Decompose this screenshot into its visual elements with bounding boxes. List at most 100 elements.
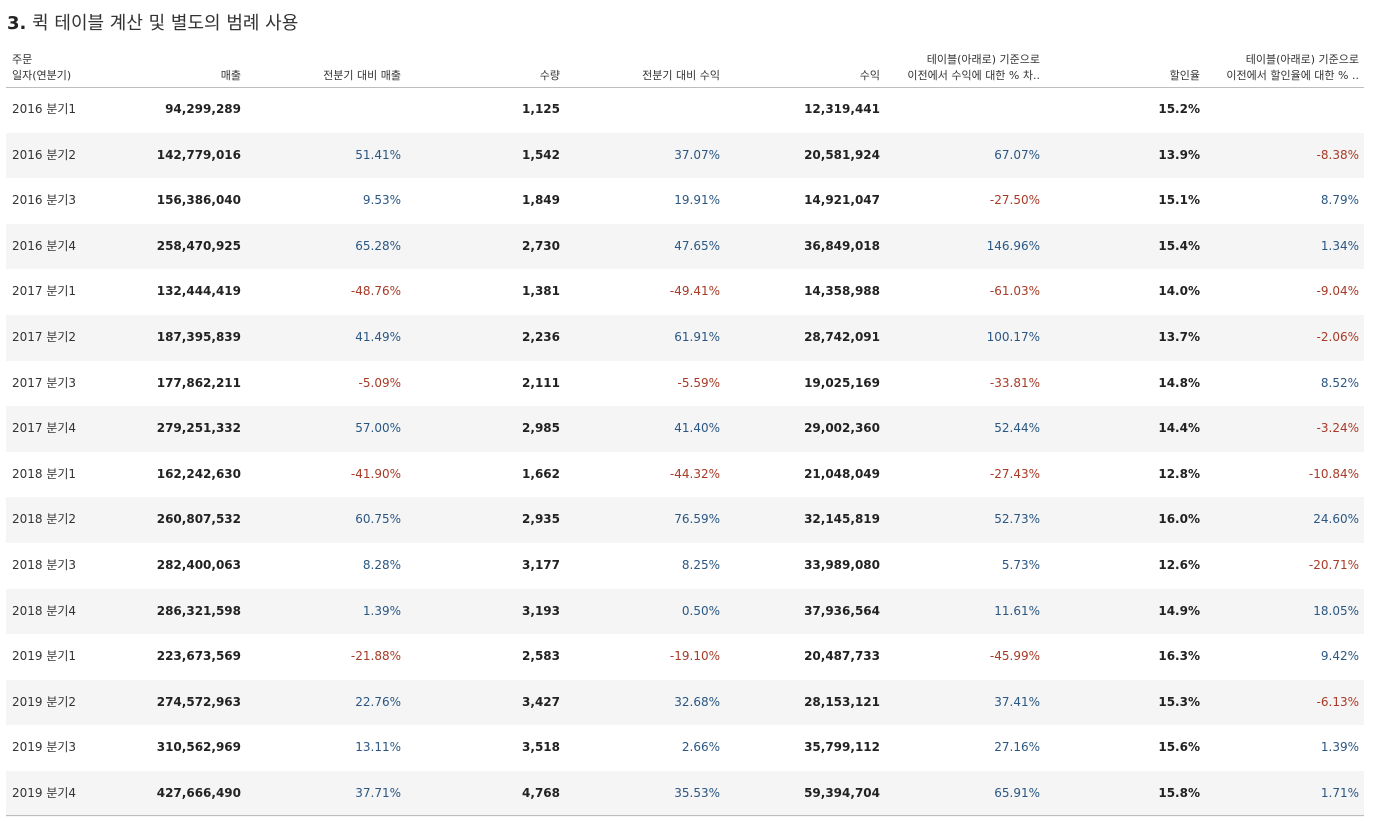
cell-discount-pct: -8.38%: [1316, 147, 1359, 162]
cell-profit: 29,002,360: [804, 421, 880, 436]
cell-date: 2018 분기3: [12, 557, 77, 572]
cell-profit-pct: 52.73%: [994, 512, 1040, 527]
cell-sales-change: 65.28%: [355, 238, 401, 253]
header-profit-pct-line1: 테이블(아래로) 기준으로: [926, 53, 1040, 66]
page-title: 3. 퀵 테이블 계산 및 별도의 범례 사용: [7, 9, 298, 35]
cell-discount-pct: 9.42%: [1320, 649, 1359, 664]
cell-date: 2017 분기3: [12, 375, 77, 390]
cell-sales-change: 57.00%: [355, 421, 401, 436]
cell-date: 2018 분기4: [12, 603, 77, 618]
cell-profit: 20,581,924: [804, 147, 880, 162]
cell-profit-change: 19.91%: [674, 193, 720, 208]
cell-discount: 16.3%: [1158, 649, 1200, 664]
table-row[interactable]: 2018 분기3 282,400,063 8.28% 3,177 8.25% 33,989…: [6, 543, 1364, 589]
cell-profit: 36,849,018: [804, 238, 880, 253]
cell-discount: 16.0%: [1158, 512, 1200, 527]
cell-date: 2016 분기4: [12, 238, 77, 253]
cell-profit-pct: 37.41%: [994, 694, 1040, 709]
cell-discount: 13.7%: [1158, 329, 1200, 344]
table-row[interactable]: 2016 분기3 156,386,040 9.53% 1,849 19.91% 14,92…: [6, 178, 1364, 224]
cell-discount-pct: -10.84%: [1308, 466, 1359, 481]
cell-discount: 15.6%: [1158, 740, 1200, 755]
cell-quantity: 2,985: [522, 421, 560, 436]
cell-sales-change: 9.53%: [362, 193, 401, 208]
cell-sales-change: 37.71%: [355, 785, 401, 800]
table-row[interactable]: 2016 분기4 258,470,925 65.28% 2,730 47.65% 36,8…: [6, 223, 1364, 270]
table-bottom-divider: [6, 815, 1364, 816]
header-date[interactable]: 주문 일자(연분기): [12, 52, 71, 84]
cell-date: 2019 분기3: [12, 740, 77, 755]
table-row[interactable]: 2018 분기2 260,807,532 60.75% 2,935 76.59% 32,1…: [6, 497, 1364, 543]
cell-date: 2019 분기4: [12, 785, 77, 800]
table-row[interactable]: 2016 분기2 142,779,016 51.41% 1,542 37.07% 20,5…: [6, 132, 1364, 179]
cell-profit-change: 47.65%: [674, 238, 720, 253]
cell-profit-change: -19.10%: [669, 649, 720, 664]
table-row[interactable]: 2019 분기4 427,666,490 37.71% 4,768 35.53% 59,3…: [6, 770, 1364, 817]
cell-date: 2016 분기3: [12, 193, 77, 208]
cell-discount: 14.0%: [1158, 284, 1200, 299]
header-profit[interactable]: 수익: [859, 69, 880, 82]
cell-discount: 13.9%: [1158, 147, 1200, 162]
cell-discount-pct: 24.60%: [1313, 512, 1359, 527]
cell-sales-change: 60.75%: [355, 512, 401, 527]
cell-profit: 20,487,733: [804, 649, 880, 664]
table-row[interactable]: 2017 분기1 132,444,419 -48.76% 1,381 -49.41% 14…: [6, 269, 1364, 315]
cell-date: 2017 분기2: [12, 329, 77, 344]
cell-discount: 15.8%: [1158, 785, 1200, 800]
cell-profit-pct: -27.43%: [989, 466, 1040, 481]
cell-quantity: 4,768: [522, 785, 560, 800]
table-row[interactable]: 2019 분기3 310,562,969 13.11% 3,518 2.66% 35,79…: [6, 725, 1364, 771]
cell-date: 2017 분기1: [12, 284, 77, 299]
header-quantity[interactable]: 수량: [539, 69, 560, 82]
table-row[interactable]: 2019 분기1 223,673,569 -21.88% 2,583 -19.10% 20…: [6, 634, 1364, 680]
cell-sales: 310,562,969: [156, 740, 241, 755]
cell-quantity: 2,583: [522, 649, 560, 664]
header-discount-pct-line1: 테이블(아래로) 기준으로: [1245, 53, 1359, 66]
cell-sales: 282,400,063: [156, 557, 241, 572]
table-body: 2016 분기1 94,299,289 1,125 12,319,441 15.2% 20…: [6, 87, 1364, 817]
cell-profit-change: -44.32%: [669, 466, 720, 481]
cell-quantity: 2,935: [522, 512, 560, 527]
table-row[interactable]: 2017 분기2 187,395,839 41.49% 2,236 61.91% 28,7…: [6, 314, 1364, 361]
cell-discount-pct: 8.52%: [1320, 375, 1359, 390]
table-row[interactable]: 2018 분기1 162,242,630 -41.90% 1,662 -44.32% 21…: [6, 452, 1364, 498]
header-sales-change[interactable]: 전분기 대비 매출: [323, 69, 401, 82]
cell-profit-pct: -27.50%: [989, 193, 1040, 208]
cell-sales: 260,807,532: [156, 512, 241, 527]
cell-quantity: 3,518: [522, 740, 560, 755]
cell-profit-change: -49.41%: [669, 284, 720, 299]
cell-date: 2016 분기1: [12, 102, 77, 116]
cell-sales-change: -21.88%: [350, 649, 401, 664]
table-row[interactable]: 2019 분기2 274,572,963 22.76% 3,427 32.68% 28,1…: [6, 679, 1364, 726]
cell-profit-pct: -45.99%: [989, 649, 1040, 664]
cell-quantity: 2,111: [522, 375, 560, 390]
cell-discount: 14.4%: [1158, 421, 1200, 436]
header-discount[interactable]: 할인율: [1169, 69, 1200, 82]
cell-discount-pct: -6.13%: [1316, 694, 1359, 709]
cell-profit-change: 61.91%: [674, 329, 720, 344]
cell-sales: 427,666,490: [156, 785, 241, 800]
cell-profit: 28,153,121: [804, 694, 880, 709]
header-sales[interactable]: 매출: [220, 69, 241, 82]
cell-sales: 94,299,289: [165, 102, 241, 116]
cell-profit-change: 2.66%: [681, 740, 720, 755]
cell-profit: 14,921,047: [804, 193, 880, 208]
cell-date: 2018 분기1: [12, 466, 77, 481]
cell-sales: 132,444,419: [156, 284, 241, 299]
cell-profit: 32,145,819: [804, 512, 880, 527]
header-profit-change[interactable]: 전분기 대비 수익: [642, 69, 720, 82]
header-discount-pct[interactable]: 테이블(아래로) 기준으로 이전에서 할인율에 대한 % ..: [1226, 52, 1359, 84]
table-row[interactable]: 2016 분기1 94,299,289 1,125 12,319,441 15.2%: [6, 87, 1364, 133]
cell-sales: 187,395,839: [156, 329, 241, 344]
cell-discount-pct: 1.71%: [1320, 785, 1359, 800]
header-profit-pct[interactable]: 테이블(아래로) 기준으로 이전에서 수익에 대한 % 차..: [907, 52, 1040, 84]
cell-sales: 162,242,630: [156, 466, 241, 481]
cell-profit-change: 37.07%: [674, 147, 720, 162]
table-row[interactable]: 2017 분기4 279,251,332 57.00% 2,985 41.40% 29,0…: [6, 406, 1364, 452]
cell-profit-pct: 67.07%: [994, 147, 1040, 162]
header-date-line2: 일자(연분기): [12, 69, 72, 82]
cell-profit-change: 8.25%: [681, 557, 720, 572]
table-row[interactable]: 2018 분기4 286,321,598 1.39% 3,193 0.50% 37,936…: [6, 588, 1364, 635]
table-row[interactable]: 2017 분기3 177,862,211 -5.09% 2,111 -5.59% 19,0…: [6, 361, 1364, 407]
cell-profit-pct: 146.96%: [986, 238, 1040, 253]
